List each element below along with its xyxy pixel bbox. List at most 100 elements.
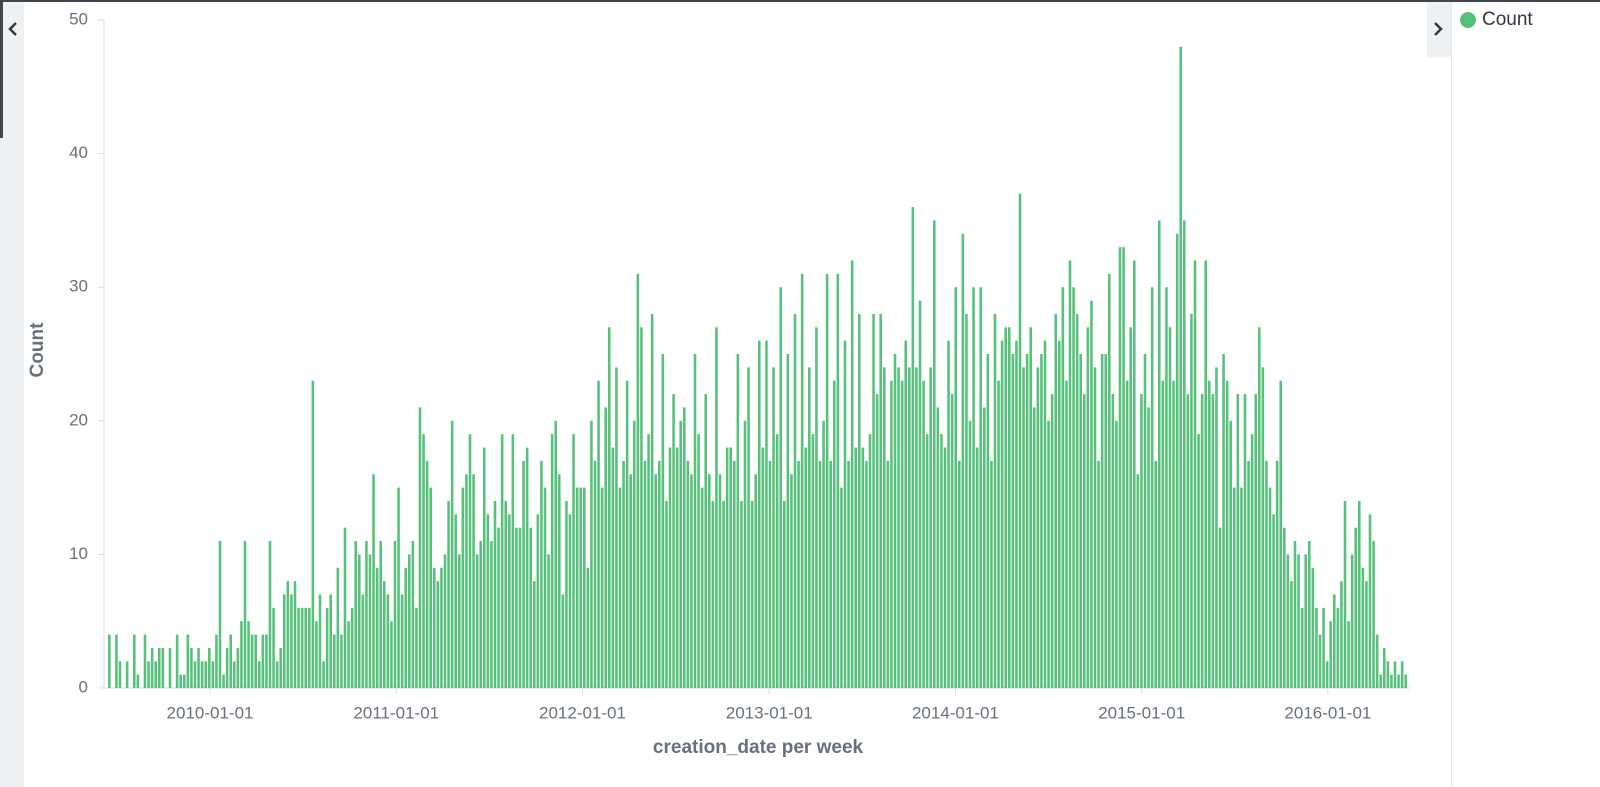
bar (875, 394, 879, 688)
bar (625, 380, 629, 688)
bar (1343, 500, 1347, 688)
bar (218, 541, 222, 688)
bar (1175, 233, 1179, 688)
bar (397, 487, 400, 688)
collapse-left-icon[interactable] (8, 22, 17, 36)
bar (940, 434, 943, 688)
bar (1365, 581, 1368, 688)
x-tick-label: 2015-01-01 (1098, 703, 1185, 722)
bar (686, 460, 690, 688)
bar (815, 327, 818, 688)
left-panel-toggle[interactable] (0, 2, 24, 787)
bar (133, 634, 136, 688)
x-tick-label: 2010-01-01 (167, 703, 254, 722)
bar (390, 621, 393, 688)
bar (829, 460, 832, 688)
bar (704, 394, 707, 688)
legend-label[interactable]: Count (1482, 9, 1533, 30)
bar (1340, 581, 1343, 688)
bar (840, 487, 843, 688)
bar (490, 541, 493, 688)
bar (1261, 367, 1265, 688)
bar (879, 313, 882, 688)
bar (268, 541, 272, 688)
bar (333, 634, 336, 688)
bar (1275, 460, 1279, 688)
bar (1333, 594, 1336, 688)
bar (825, 273, 829, 688)
bar (718, 474, 722, 688)
bar (1383, 647, 1386, 688)
bar (361, 594, 365, 688)
bar (322, 661, 325, 688)
bar (400, 594, 404, 688)
bar (529, 527, 532, 688)
bar (1300, 607, 1304, 688)
bar (215, 634, 218, 688)
collapse-right-icon[interactable] (1434, 22, 1443, 36)
bar (1050, 394, 1054, 688)
bar (1154, 460, 1157, 688)
bar (865, 460, 868, 688)
bar (1350, 554, 1354, 688)
bar (1008, 327, 1011, 688)
bar (411, 541, 415, 688)
bar (368, 554, 372, 688)
bar (1025, 354, 1029, 688)
bar (822, 420, 825, 688)
bar (965, 313, 968, 688)
bar (190, 647, 193, 688)
bar (858, 313, 861, 688)
bar (1054, 313, 1057, 688)
bar (1304, 554, 1307, 688)
bar (1172, 380, 1175, 688)
bar (425, 460, 429, 688)
bar (554, 420, 557, 688)
bar (1168, 327, 1172, 688)
bar (729, 447, 732, 688)
bar (358, 554, 361, 688)
bar (743, 420, 747, 688)
bar (1125, 380, 1129, 688)
bar (508, 514, 511, 688)
bar (1197, 434, 1200, 688)
bar (168, 647, 172, 688)
bar (604, 407, 607, 688)
bar (347, 621, 350, 688)
bar (661, 354, 665, 688)
bar (672, 394, 675, 688)
y-tick-label: 10 (69, 544, 88, 563)
bar (150, 647, 154, 688)
bar (265, 634, 268, 688)
bar (697, 434, 700, 688)
bar (993, 313, 997, 688)
bar (243, 541, 247, 688)
legend-swatch[interactable] (1460, 12, 1476, 28)
bar (900, 380, 904, 688)
bar (433, 567, 436, 688)
bar (1079, 354, 1082, 688)
bar (479, 541, 482, 688)
x-tick-label: 2013-01-01 (726, 703, 813, 722)
bar (1047, 420, 1050, 688)
bar (958, 460, 961, 688)
bar (293, 581, 297, 688)
bar (1318, 634, 1322, 688)
bar (808, 367, 811, 688)
bar (836, 273, 840, 688)
bar (950, 394, 954, 688)
bar (318, 594, 322, 688)
bar (1286, 554, 1290, 688)
bar (454, 514, 457, 688)
bar (1347, 621, 1350, 688)
bar (193, 661, 197, 688)
bar (204, 661, 207, 688)
bar (522, 460, 525, 688)
bar (486, 514, 490, 688)
bar (1065, 380, 1068, 688)
bar (1390, 674, 1393, 688)
bar (183, 674, 186, 688)
bar (740, 500, 743, 688)
bar (897, 367, 900, 688)
bar (1058, 340, 1061, 688)
